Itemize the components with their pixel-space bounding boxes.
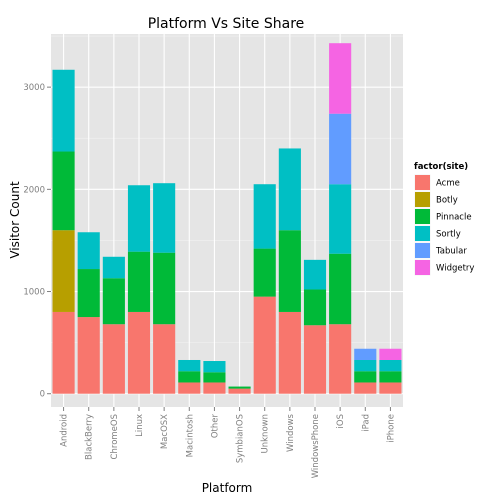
bar-segment: [127, 251, 151, 312]
x-axis-title: Platform: [202, 481, 253, 495]
bar-segment: [203, 382, 226, 394]
bar-segment: [379, 382, 402, 394]
bar-segment: [303, 325, 327, 394]
legend: factor(site) Acme Botly Pinnacle Sortly Tabu…: [413, 162, 474, 277]
y-tick-label: 0: [40, 390, 45, 400]
bar-segment: [153, 324, 176, 394]
y-axis-title: Visitor Count: [8, 181, 22, 259]
legend-swatch: [415, 175, 430, 190]
legend-swatch: [415, 260, 430, 275]
bar-segment: [178, 371, 201, 383]
bar-segment: [102, 256, 125, 279]
x-tick-label: WindowsPhone: [311, 414, 321, 478]
bar-segment: [278, 311, 301, 394]
bar-segment: [102, 324, 125, 394]
x-tick-label: MacOSX: [160, 414, 170, 449]
x-tick-label: iPhone: [386, 414, 396, 443]
x-tick-label: BlackBerry: [85, 414, 95, 460]
x-tick-label: Unknown: [261, 414, 271, 453]
bar-segment: [178, 359, 201, 372]
bar-segment: [102, 278, 125, 325]
legend-swatch: [415, 209, 430, 224]
legend-label: Tabular: [435, 247, 467, 257]
bar-segment: [354, 382, 377, 394]
bar-segment: [203, 372, 226, 383]
legend-label: Botly: [436, 196, 458, 206]
bar-segment: [329, 253, 352, 325]
legend-label: Sortly: [436, 230, 461, 240]
y-tick-label: 2000: [23, 185, 45, 195]
bar-segment: [354, 371, 377, 383]
bar-segment: [303, 289, 327, 326]
bar-segment: [52, 230, 75, 312]
x-tick-label: Other: [210, 414, 220, 439]
x-tick-label: SymbianOS: [236, 414, 246, 463]
y-axis-ticks: 0 1000 2000 3000: [23, 83, 51, 400]
x-axis-ticks: Android BlackBerry ChromeOS Linux MacOSX Maci…: [60, 407, 396, 478]
chart-title: Platform Vs Site Share: [148, 16, 305, 32]
bar-segment: [77, 269, 100, 318]
legend-label: Pinnacle: [436, 213, 472, 223]
bar-segment: [278, 230, 301, 312]
x-tick-label: iOS: [336, 414, 346, 428]
legend-swatch: [415, 192, 430, 207]
bar-segment: [52, 69, 75, 152]
bar-segment: [253, 248, 276, 297]
legend-label: Acme: [436, 179, 460, 189]
bar-segment: [253, 184, 276, 249]
bar-segment: [203, 361, 226, 373]
bar-segment: [77, 317, 100, 394]
x-tick-label: Windows: [286, 413, 296, 452]
x-tick-label: Linux: [135, 414, 145, 437]
bar-segment: [77, 232, 100, 270]
y-tick-label: 3000: [23, 83, 45, 93]
bar-segment: [178, 382, 201, 394]
bar-segment: [379, 371, 402, 383]
bar-segment: [278, 148, 301, 231]
bar-segment: [127, 311, 151, 394]
bar-segment: [329, 113, 352, 185]
x-tick-label: Macintosh: [185, 414, 195, 457]
bar-segment: [153, 252, 176, 325]
bar-segment: [329, 184, 352, 254]
bar-segment: [228, 386, 251, 389]
bar-segment: [303, 259, 327, 290]
bar-segment: [354, 348, 377, 360]
bars: [52, 43, 402, 394]
x-tick-label: iPad: [361, 414, 371, 432]
y-tick-label: 1000: [23, 288, 45, 298]
bar-segment: [354, 359, 377, 372]
bar-segment: [228, 388, 251, 394]
legend-label: Widgetry: [436, 264, 474, 274]
bar-segment: [379, 359, 402, 372]
bar-segment: [329, 324, 352, 394]
legend-swatch: [415, 226, 430, 241]
bar-segment: [153, 183, 176, 253]
legend-swatch: [415, 243, 430, 258]
bar-segment: [253, 296, 276, 394]
bar-segment: [329, 43, 352, 114]
bar-segment: [52, 151, 75, 231]
legend-title: factor(site): [414, 162, 468, 172]
bar-segment: [127, 185, 151, 252]
bar-segment: [379, 348, 402, 360]
bar-segment: [52, 311, 75, 394]
x-tick-label: Android: [60, 414, 70, 447]
x-tick-label: ChromeOS: [110, 414, 120, 459]
